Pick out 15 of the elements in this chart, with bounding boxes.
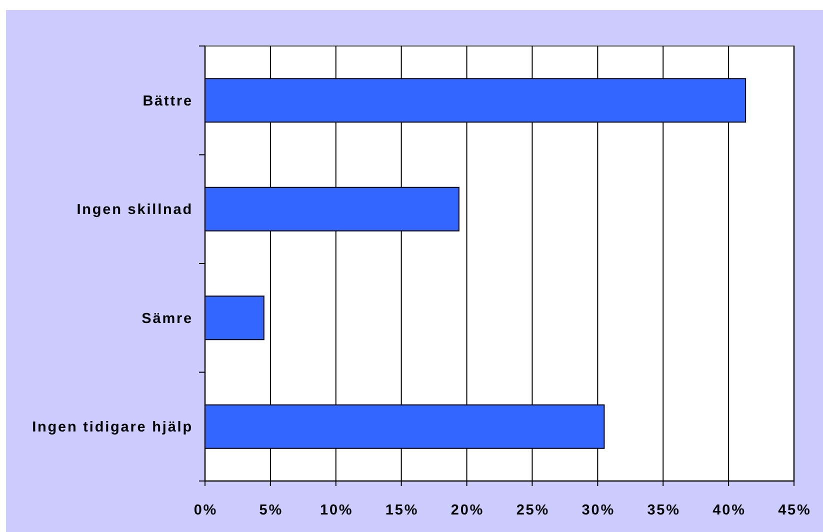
x-tick-label: 45%	[778, 502, 812, 518]
x-tick-label: 35%	[647, 502, 680, 518]
bar	[204, 296, 264, 340]
x-tick-label: 10%	[320, 502, 354, 518]
x-tick-label: 30%	[582, 502, 615, 518]
x-tick-label: 20%	[450, 502, 484, 518]
x-tick-label: 25%	[516, 502, 550, 518]
x-tick-label: 5%	[259, 502, 284, 518]
y-tick-label: Bättre	[142, 93, 193, 110]
y-tick-label: Ingen skillnad	[76, 202, 193, 218]
x-tick-label: 0%	[194, 502, 218, 518]
x-tick-label: 15%	[385, 502, 419, 518]
y-tick-label: Ingen tidigare hjälp	[32, 420, 193, 436]
x-tick-label: 40%	[712, 502, 746, 518]
y-tick-label: Sämre	[142, 310, 193, 327]
